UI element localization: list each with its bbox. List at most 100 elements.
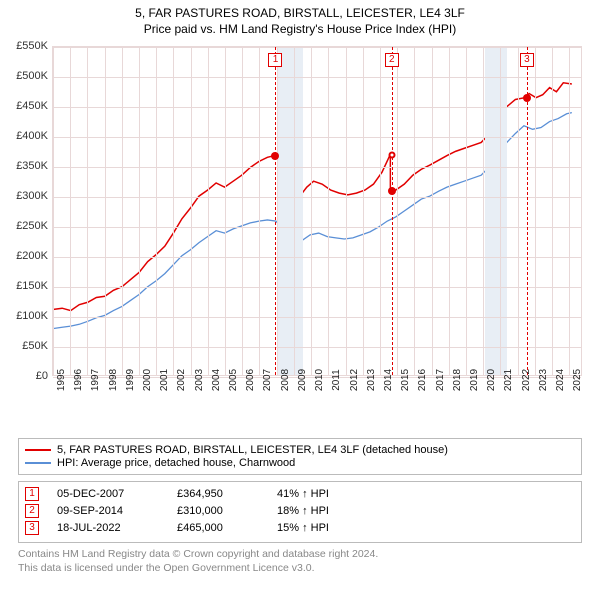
x-tick-label: 2016 [417,369,428,391]
grid-line-v [70,47,71,375]
grid-line-v [294,47,295,375]
legend: 5, FAR PASTURES ROAD, BIRSTALL, LEICESTE… [18,438,582,475]
x-tick-label: 2017 [435,369,446,391]
grid-line-v [139,47,140,375]
x-tick-label: 2007 [262,369,273,391]
x-tick-label: 2018 [452,369,463,391]
x-tick-label: 1996 [73,369,84,391]
event-price: £465,000 [177,522,277,534]
y-tick-label: £200K [3,250,48,262]
grid-line-v [87,47,88,375]
x-tick-label: 2025 [572,369,583,391]
x-tick-label: 1998 [108,369,119,391]
event-date: 05-DEC-2007 [57,488,177,500]
grid-line-v [397,47,398,375]
grid-line-h [53,197,581,198]
event-row-marker: 2 [25,504,39,518]
event-dot [271,152,279,160]
grid-line-v [122,47,123,375]
grid-line-v [414,47,415,375]
grid-line-v [346,47,347,375]
grid-line-v [483,47,484,375]
grid-line-v [432,47,433,375]
attribution: Contains HM Land Registry data © Crown c… [18,547,582,575]
x-tick-label: 1999 [125,369,136,391]
legend-label: 5, FAR PASTURES ROAD, BIRSTALL, LEICESTE… [57,444,448,456]
title-address: 5, FAR PASTURES ROAD, BIRSTALL, LEICESTE… [0,6,600,20]
event-date: 18-JUL-2022 [57,522,177,534]
event-marker-1: 1 [268,53,282,67]
x-tick-label: 2001 [159,369,170,391]
legend-swatch [25,462,51,464]
x-tick-label: 2006 [245,369,256,391]
legend-item: 5, FAR PASTURES ROAD, BIRSTALL, LEICESTE… [25,444,575,456]
x-tick-label: 2005 [228,369,239,391]
grid-line-v [552,47,553,375]
grid-line-h [53,47,581,48]
event-date: 09-SEP-2014 [57,505,177,517]
x-tick-label: 2012 [349,369,360,391]
event-marker-3: 3 [520,53,534,67]
grid-line-v [156,47,157,375]
chart-titles: 5, FAR PASTURES ROAD, BIRSTALL, LEICESTE… [0,0,600,38]
y-tick-label: £50K [3,340,48,352]
y-tick-label: £350K [3,160,48,172]
grid-line-v [535,47,536,375]
grid-line-h [53,167,581,168]
grid-line-h [53,257,581,258]
x-tick-label: 2003 [194,369,205,391]
grid-line-v [208,47,209,375]
plot-region: 123 [52,46,582,376]
grid-line-v [380,47,381,375]
attribution-line-1: Contains HM Land Registry data © Crown c… [18,547,582,561]
x-tick-label: 2010 [314,369,325,391]
event-pct: 41% ↑ HPI [277,488,397,500]
grid-line-v [191,47,192,375]
y-tick-label: £0 [3,370,48,382]
event-price: £310,000 [177,505,277,517]
grid-line-v [311,47,312,375]
grid-line-h [53,107,581,108]
event-vline [392,47,393,375]
legend-item: HPI: Average price, detached house, Char… [25,457,575,469]
grid-line-v [518,47,519,375]
grid-line-h [53,227,581,228]
x-tick-label: 2023 [538,369,549,391]
event-price: £364,950 [177,488,277,500]
title-subtitle: Price paid vs. HM Land Registry's House … [0,22,600,36]
x-tick-label: 2015 [400,369,411,391]
x-tick-label: 2013 [366,369,377,391]
event-row-marker: 3 [25,521,39,535]
event-row: 3 18-JUL-2022£465,00015% ↑ HPI [25,521,575,535]
x-tick-label: 1995 [56,369,67,391]
grid-line-v [466,47,467,375]
event-dot [388,152,395,159]
x-tick-label: 2008 [280,369,291,391]
grid-line-v [569,47,570,375]
event-row: 2 09-SEP-2014£310,00018% ↑ HPI [25,504,575,518]
event-pct: 15% ↑ HPI [277,522,397,534]
event-row: 1 05-DEC-2007£364,95041% ↑ HPI [25,487,575,501]
event-row-marker: 1 [25,487,39,501]
y-tick-label: £150K [3,280,48,292]
x-tick-label: 2009 [297,369,308,391]
grid-line-h [53,317,581,318]
y-tick-label: £450K [3,100,48,112]
grid-line-v [225,47,226,375]
grid-line-v [259,47,260,375]
grid-line-v [105,47,106,375]
y-tick-label: £100K [3,310,48,322]
x-tick-label: 2011 [331,369,342,391]
event-pct: 18% ↑ HPI [277,505,397,517]
events-table: 1 05-DEC-2007£364,95041% ↑ HPI 2 09-SEP-201… [18,481,582,543]
grid-line-v [500,47,501,375]
grid-line-h [53,287,581,288]
y-tick-label: £300K [3,190,48,202]
chart-area: 123 £0£50K£100K£150K£200K£250K£300K£350K… [0,38,600,434]
y-tick-label: £550K [3,40,48,52]
y-tick-label: £400K [3,130,48,142]
grid-line-v [242,47,243,375]
x-tick-label: 1997 [90,369,101,391]
x-tick-label: 2022 [521,369,532,391]
grid-line-h [53,137,581,138]
